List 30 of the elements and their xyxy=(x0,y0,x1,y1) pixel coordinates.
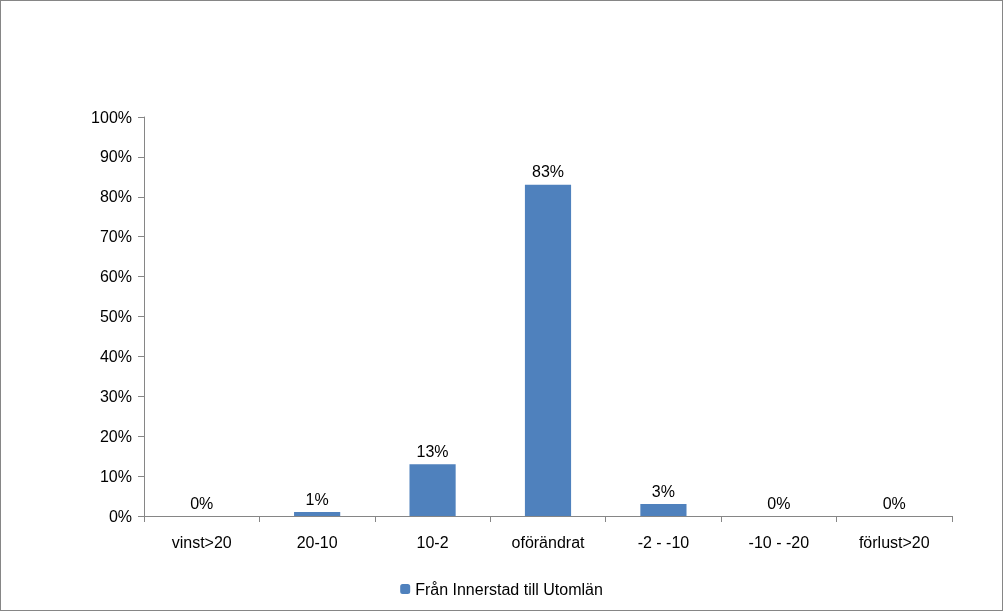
x-tick-label: -2 - -10 xyxy=(637,533,690,551)
y-tick-label: 50% xyxy=(99,308,132,325)
y-tick-label: 40% xyxy=(99,347,132,365)
y-tick-label: 60% xyxy=(99,268,132,286)
data-label: 83% xyxy=(531,163,565,181)
y-tick-label: 100% xyxy=(91,108,132,126)
y-tick-label: 0% xyxy=(108,507,132,525)
y-tick-label: 20% xyxy=(99,427,132,445)
data-label: 0% xyxy=(190,494,214,512)
data-label: 1% xyxy=(305,490,329,508)
bar xyxy=(640,504,687,516)
x-tick-label: 10-2 xyxy=(416,533,449,551)
y-tick-label: 90% xyxy=(99,148,132,166)
x-tick-label: oförändrat xyxy=(511,533,586,551)
data-label: 13% xyxy=(416,442,449,460)
bar xyxy=(409,464,456,516)
x-tick-label: -10 - -20 xyxy=(748,533,810,551)
data-label: 3% xyxy=(651,482,675,500)
bar xyxy=(294,512,341,516)
y-tick-label: 10% xyxy=(99,467,132,485)
x-tick-label: förlust>20 xyxy=(858,533,930,551)
y-tick-label: 80% xyxy=(99,188,132,206)
data-label: 0% xyxy=(767,494,791,512)
x-tick-label: 20-10 xyxy=(296,533,338,551)
bar xyxy=(524,184,572,516)
x-tick-label: vinst>20 xyxy=(171,533,232,551)
y-tick-label: 30% xyxy=(99,387,132,405)
legend-label: Från Innerstad till Utomlän xyxy=(415,580,603,598)
data-label: 0% xyxy=(882,494,906,512)
y-tick-label: 70% xyxy=(99,228,132,246)
